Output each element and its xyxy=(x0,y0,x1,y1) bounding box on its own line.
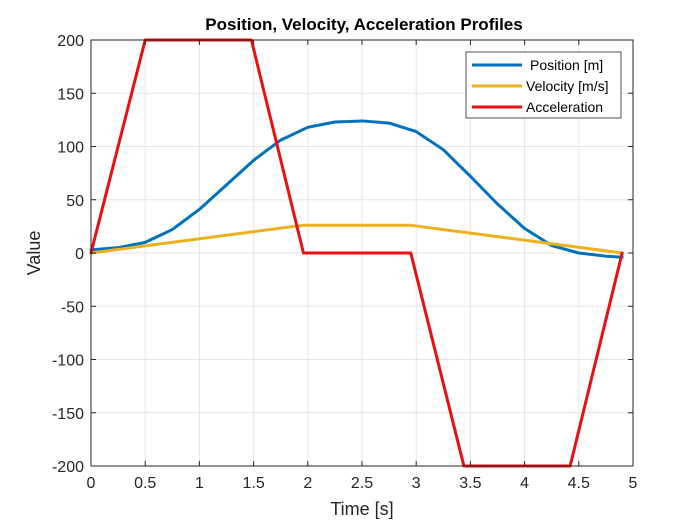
y-tick-label: 100 xyxy=(57,140,84,157)
y-tick-label: 50 xyxy=(66,193,84,210)
x-tick-label: 0 xyxy=(87,475,96,492)
x-tick-label: 5 xyxy=(629,475,638,492)
x-tick-label: 3.5 xyxy=(459,475,481,492)
chart-title: Position, Velocity, Acceleration Profile… xyxy=(205,15,522,34)
velocity-line xyxy=(89,223,624,255)
y-tick-label: -50 xyxy=(61,299,84,316)
x-tick-label: 4 xyxy=(520,475,529,492)
x-tick-label: 0.5 xyxy=(134,475,156,492)
x-axis-label: Time [s] xyxy=(330,499,393,519)
y-tick-label: 200 xyxy=(57,33,84,50)
axis-ticks xyxy=(90,39,634,467)
x-tick-label: 2.5 xyxy=(351,475,373,492)
x-tick-label: 1.5 xyxy=(242,475,264,492)
y-tick-label: -100 xyxy=(52,353,84,370)
y-tick-label: -200 xyxy=(52,459,84,476)
x-tick-label: 1 xyxy=(195,475,204,492)
y-axis-label: Value xyxy=(24,231,44,276)
tick-labels: 0 0.5 1 1.5 2 2.5 3 3.5 4 4.5 5 -200 -150 -100 -50 0 50 1… xyxy=(52,33,638,492)
legend-label-velocity: Velocity [m/s] xyxy=(526,78,608,94)
y-tick-label: 150 xyxy=(57,86,84,103)
y-tick-label: -150 xyxy=(52,406,84,423)
y-tick-label: 0 xyxy=(75,246,84,263)
legend-label-acceleration: Acceleration xyxy=(526,99,603,115)
x-tick-label: 2 xyxy=(303,475,312,492)
legend-label-position: Position [m] xyxy=(530,57,603,73)
x-tick-label: 4.5 xyxy=(568,475,590,492)
x-tick-label: 3 xyxy=(412,475,421,492)
position-line xyxy=(89,119,624,259)
legend: Position [m] Velocity [m/s] Acceleration xyxy=(465,51,622,119)
